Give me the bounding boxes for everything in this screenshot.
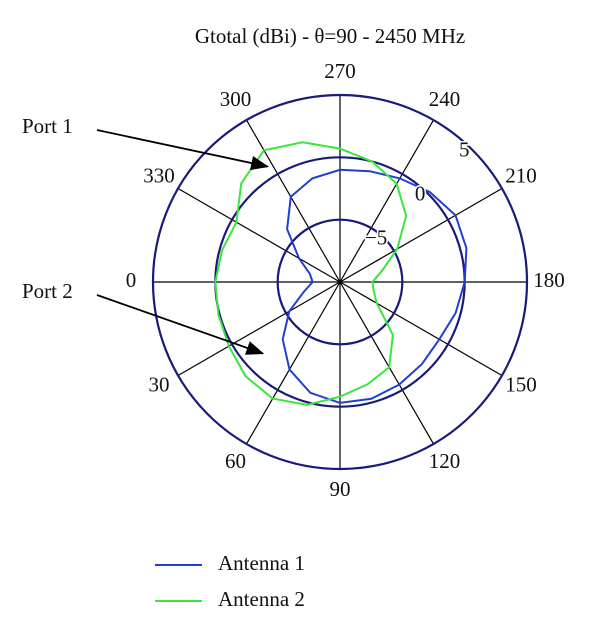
r-tick-label: −5: [365, 226, 387, 250]
spoke: [339, 281, 435, 445]
angle-label: 210: [505, 163, 537, 187]
series-line: [214, 141, 408, 406]
spoke: [245, 119, 341, 283]
spoke: [177, 281, 341, 377]
angle-label: 150: [505, 372, 537, 396]
angle-label: 300: [220, 87, 252, 111]
ring: [276, 218, 404, 346]
annotation: Port 1: [22, 114, 73, 138]
spoke: [339, 281, 503, 377]
angle-label: 90: [330, 477, 351, 501]
annotation: Port 2: [22, 279, 73, 303]
spoke: [177, 187, 341, 283]
annotation-arrow: [96, 129, 270, 171]
angle-label: 330: [143, 163, 175, 187]
spoke: [339, 187, 503, 283]
r-tick-label: 0: [415, 182, 426, 206]
legend-label: Antenna 1: [218, 551, 305, 575]
angle-label: 30: [149, 372, 170, 396]
spoke: [245, 281, 341, 445]
series-line: [281, 168, 468, 404]
angle-label: 180: [533, 268, 565, 292]
chart-title: Gtotal (dBi) - θ=90 - 2450 MHz: [195, 24, 465, 48]
angle-label: 60: [225, 449, 246, 473]
legend-label: Antenna 2: [218, 587, 305, 611]
angle-label: 270: [324, 59, 356, 83]
angle-label: 240: [429, 87, 461, 111]
angle-label: 120: [429, 449, 461, 473]
r-tick-label: 5: [459, 138, 470, 162]
spoke: [339, 119, 435, 283]
annotation-arrow: [96, 294, 265, 355]
angle-label: 0: [126, 268, 137, 292]
ring: [151, 93, 529, 471]
